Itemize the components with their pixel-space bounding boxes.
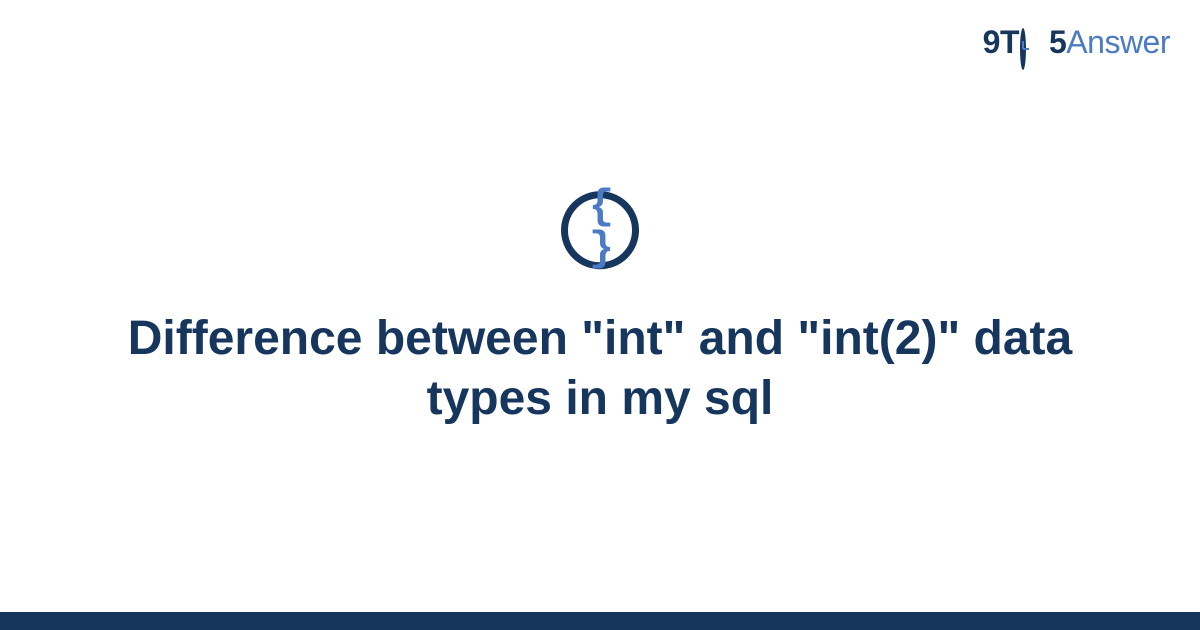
site-logo: 9T5Answer [983, 24, 1170, 61]
page-title: Difference between "int" and "int(2)" da… [0, 309, 1200, 429]
braces-icon: { } [561, 191, 639, 269]
logo-t: T [1000, 24, 1019, 60]
main-content: { } Difference between "int" and "int(2)… [0, 191, 1200, 429]
logo-nine: 9 [983, 24, 1000, 60]
footer-bar [0, 612, 1200, 630]
logo-five: 5 [1049, 24, 1066, 60]
braces-glyph: { } [568, 186, 632, 270]
logo-answer: Answer [1066, 24, 1170, 60]
clock-icon [1020, 31, 1048, 59]
